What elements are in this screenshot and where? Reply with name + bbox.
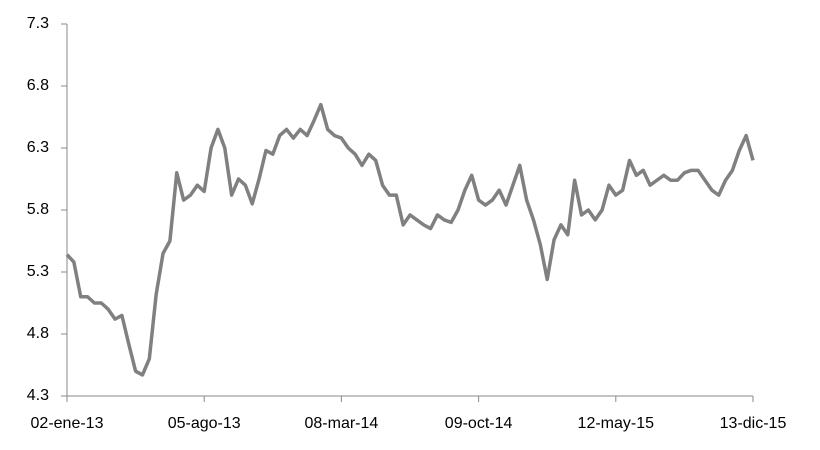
x-tick-label: 12-may-15	[578, 415, 655, 432]
x-tick-label: 13-dic-15	[720, 415, 787, 432]
y-tick-label: 4.8	[27, 325, 49, 342]
x-tick-label: 08-mar-14	[304, 415, 378, 432]
y-tick-label: 4.3	[27, 387, 49, 404]
x-tick-label: 02-ene-13	[31, 415, 104, 432]
y-tick-label: 6.8	[27, 77, 49, 94]
y-tick-label: 5.8	[27, 201, 49, 218]
y-tick-label: 5.3	[27, 263, 49, 280]
line-series	[65, 102, 755, 377]
x-tick-label: 09-oct-14	[445, 415, 513, 432]
y-tick-label: 7.3	[27, 15, 49, 32]
y-tick-label: 6.3	[27, 139, 49, 156]
x-tick-label: 05-ago-13	[168, 415, 241, 432]
